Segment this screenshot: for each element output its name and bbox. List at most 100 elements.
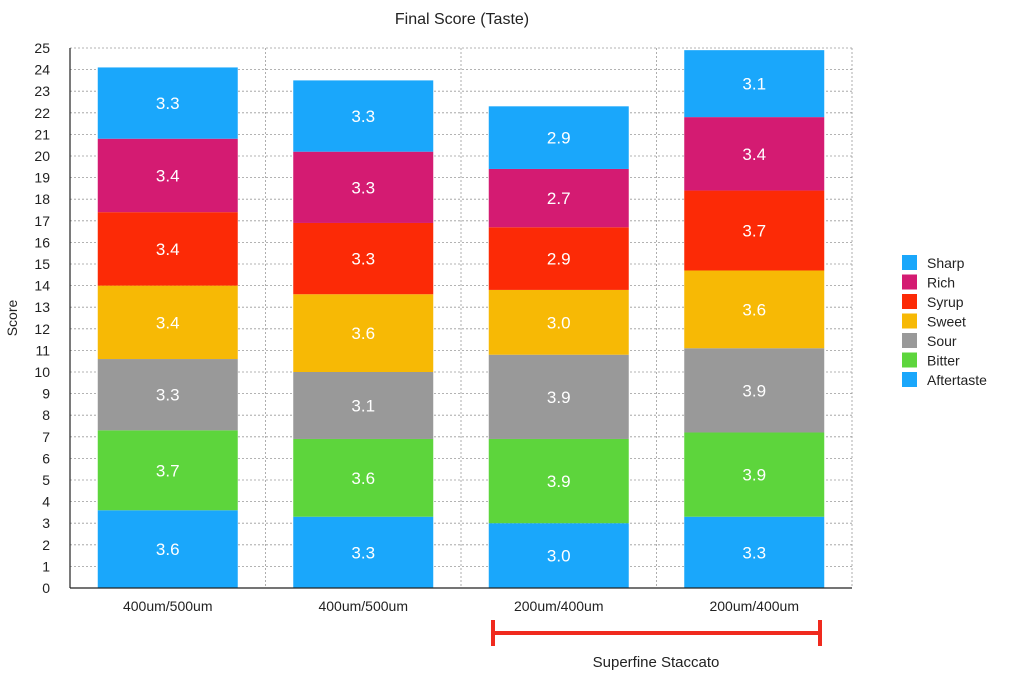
bar-value-label: 3.3 xyxy=(351,107,375,126)
bar-value-label: 3.4 xyxy=(156,166,180,185)
bar-segment xyxy=(293,516,434,588)
bar-segment xyxy=(293,372,434,439)
y-tick-label: 10 xyxy=(34,364,50,380)
x-tick-label: 200um/400um xyxy=(709,598,799,614)
y-tick-label: 20 xyxy=(34,148,50,164)
y-tick-label: 6 xyxy=(42,450,50,466)
legend-swatch xyxy=(902,274,917,290)
y-tick-label: 25 xyxy=(34,40,50,56)
bar-value-label: 3.3 xyxy=(351,543,375,562)
annotation-bracket: Superfine Staccato xyxy=(491,620,822,671)
x-tick-labels: 400um/500um 400um/500um 200um/400um 200um/4… xyxy=(123,598,799,614)
legend-swatch xyxy=(902,294,917,309)
y-tick-label: 24 xyxy=(34,62,50,78)
bar-segment xyxy=(684,50,825,118)
bar-segment xyxy=(488,289,629,355)
bar-segment xyxy=(293,151,434,223)
bar-segment xyxy=(97,430,238,511)
y-tick-label: 8 xyxy=(42,407,50,423)
legend-swatch xyxy=(902,333,917,348)
legend-label: Aftertaste xyxy=(927,372,987,388)
bar-value-label: 3.7 xyxy=(156,461,180,480)
legend-swatch xyxy=(902,352,917,368)
bar-value-label: 3.1 xyxy=(742,75,766,94)
bar-value-label: 3.9 xyxy=(742,466,766,485)
bar-value-label: 3.7 xyxy=(742,222,766,241)
bar-value-label: 3.0 xyxy=(547,547,571,566)
bar-value-label: 3.6 xyxy=(351,469,375,488)
legend-swatch xyxy=(902,255,917,270)
y-tick-label: 4 xyxy=(42,494,50,510)
x-tick-label: 400um/500um xyxy=(318,598,408,614)
bar-segment xyxy=(488,227,629,290)
bar-segment xyxy=(488,168,629,228)
y-tick-label: 21 xyxy=(34,126,50,142)
bar-value-label: 3.6 xyxy=(351,324,375,343)
y-tick-label: 11 xyxy=(35,342,50,358)
legend-label: Syrup xyxy=(927,294,964,310)
legend-label: Rich xyxy=(927,275,955,291)
bar-value-label: 3.9 xyxy=(547,472,571,491)
bar-value-label: 3.4 xyxy=(156,313,180,332)
bar-segment xyxy=(97,359,238,431)
y-tick-label: 18 xyxy=(34,191,50,207)
legend-label: Sweet xyxy=(927,314,966,330)
bar-value-label: 3.3 xyxy=(156,386,180,405)
bar-segment xyxy=(684,190,825,271)
bar-value-label: 3.0 xyxy=(547,313,571,332)
chart-title: Final Score (Taste) xyxy=(395,11,529,28)
bar-segment xyxy=(97,285,238,360)
legend-label: Bitter xyxy=(927,353,960,369)
bar-segment xyxy=(684,270,825,349)
y-tick-label: 22 xyxy=(34,105,50,121)
bar-segment xyxy=(684,117,825,191)
y-tick-label: 13 xyxy=(34,299,50,315)
bar-segment xyxy=(684,432,825,517)
bar-segment xyxy=(488,523,629,588)
bar-value-label: 3.4 xyxy=(156,240,180,259)
bar-value-label: 3.3 xyxy=(351,250,375,269)
y-tick-label: 3 xyxy=(42,515,50,531)
x-tick-label: 200um/400um xyxy=(514,598,604,614)
bar-segment xyxy=(293,294,434,372)
legend-swatch xyxy=(902,372,917,387)
bar-segment xyxy=(97,138,238,213)
bar-segment xyxy=(97,212,238,286)
bar-value-label: 3.6 xyxy=(742,300,766,319)
bar-value-label: 3.3 xyxy=(351,178,375,197)
legend-label: Sour xyxy=(927,333,957,349)
bar-value-label: 2.9 xyxy=(547,250,571,269)
bar-value-label: 3.3 xyxy=(742,543,766,562)
annotation-label: Superfine Staccato xyxy=(593,654,720,671)
grid-layer xyxy=(70,47,853,588)
y-tick-label: 14 xyxy=(34,278,50,294)
legend-swatch xyxy=(902,313,917,329)
y-tick-label: 15 xyxy=(34,256,50,272)
bar-value-label: 2.7 xyxy=(547,189,571,208)
y-tick-label: 7 xyxy=(42,429,50,445)
bar-value-label: 3.6 xyxy=(156,540,180,559)
y-tick-label: 16 xyxy=(34,234,50,250)
bar-value-label: 3.3 xyxy=(156,94,180,113)
y-axis-label: Score xyxy=(4,300,20,337)
y-tick-label: 0 xyxy=(42,580,50,596)
bar-value-label: 3.1 xyxy=(351,396,375,415)
axes-layer xyxy=(69,48,852,589)
y-tick-label: 5 xyxy=(42,472,50,488)
x-tick-label: 400um/500um xyxy=(123,598,213,614)
y-tick-label: 12 xyxy=(34,321,50,337)
y-tick-label: 17 xyxy=(34,213,50,229)
bar-value-label: 3.9 xyxy=(547,388,571,407)
bars-layer: 3.6 3.7 3.3 3.4 3.4 3.4 3.3 3.3 3.6 3.1 3.6 3.3 3.3 3… xyxy=(97,50,825,588)
bar-segment xyxy=(684,516,825,588)
bar-segment xyxy=(97,510,238,588)
bar-value-label: 3.9 xyxy=(742,381,766,400)
bar-segment xyxy=(293,80,434,152)
bar-segment xyxy=(293,438,434,517)
y-tick-label: 23 xyxy=(34,83,50,99)
bar-value-label: 2.9 xyxy=(547,129,571,148)
bar-segment xyxy=(488,354,629,439)
bar-value-label: 3.4 xyxy=(742,145,766,164)
y-tick-label: 2 xyxy=(42,537,50,553)
